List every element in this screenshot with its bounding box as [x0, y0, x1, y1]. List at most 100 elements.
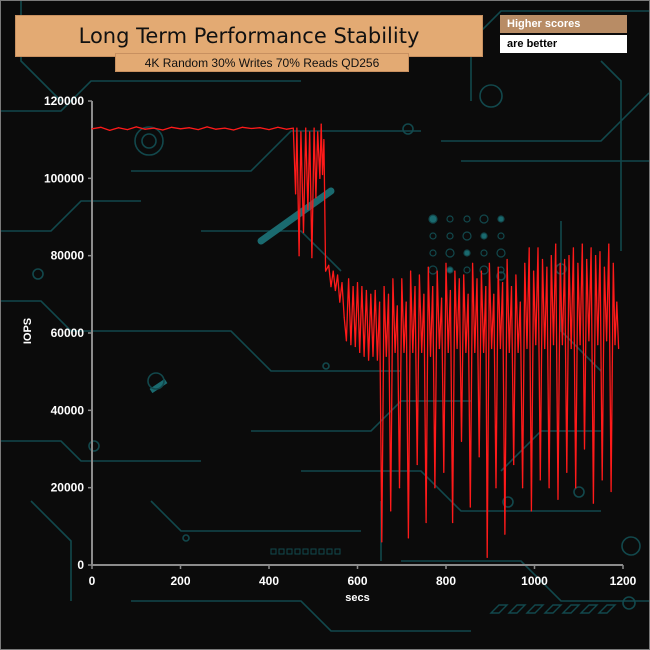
data-point — [544, 347, 546, 350]
data-point — [440, 297, 443, 299]
circuit-ring — [621, 536, 641, 556]
circuit-ring — [402, 123, 414, 135]
circuit-pad — [334, 548, 341, 555]
data-point — [447, 351, 449, 353]
data-point — [510, 286, 513, 288]
data-point — [117, 127, 120, 129]
circuit-ring — [141, 133, 157, 149]
data-point — [432, 286, 434, 288]
data-point — [533, 270, 535, 272]
x-axis-label: secs — [345, 592, 369, 604]
circuit-ring — [496, 271, 506, 281]
data-point — [348, 278, 350, 280]
data-point — [334, 289, 336, 292]
data-point — [188, 127, 190, 129]
data-point — [610, 490, 612, 493]
circuit-ring — [147, 372, 165, 390]
circuit-pad — [278, 548, 285, 555]
data-point — [526, 347, 528, 350]
data-point — [504, 533, 506, 535]
x-tick-label: 600 — [347, 574, 367, 588]
data-point — [427, 266, 429, 268]
data-point — [307, 208, 309, 210]
circuit-pad — [445, 248, 455, 258]
data-point — [250, 127, 252, 130]
chart-title: Long Term Performance Stability — [78, 24, 420, 48]
data-point — [302, 231, 305, 234]
circuit-pad — [497, 232, 505, 240]
data-point — [497, 266, 499, 268]
data-point — [423, 293, 425, 295]
data-point — [460, 440, 463, 442]
data-point — [286, 128, 288, 130]
data-point — [383, 286, 385, 288]
data-point — [469, 506, 471, 508]
data-point — [418, 274, 421, 276]
data-point — [614, 344, 616, 346]
data-point — [296, 127, 298, 129]
data-point — [485, 286, 487, 288]
y-tick-label: 100000 — [44, 171, 84, 185]
data-point — [506, 258, 508, 261]
title-banner: Long Term Performance Stability — [15, 15, 483, 57]
data-point — [590, 247, 592, 249]
x-tick-label: 400 — [259, 574, 279, 588]
circuit-trace — [30, 500, 72, 601]
data-point — [452, 521, 454, 524]
data-point — [471, 262, 474, 264]
data-point — [502, 282, 504, 284]
data-point — [352, 286, 354, 288]
circuit-chevron — [507, 604, 527, 614]
data-point — [421, 351, 423, 353]
data-point — [350, 344, 352, 346]
data-point — [345, 340, 348, 342]
circuit-trace — [1, 200, 141, 232]
y-tick-label: 0 — [77, 558, 84, 572]
data-point — [215, 128, 217, 130]
data-point — [513, 463, 515, 466]
circuit-ring — [134, 126, 164, 156]
data-point — [309, 131, 311, 133]
circuit-chevron — [579, 604, 599, 614]
data-point — [407, 537, 409, 539]
data-point — [438, 347, 440, 350]
data-point — [330, 286, 332, 288]
y-axis-label: IOPS — [22, 318, 34, 344]
data-point — [586, 258, 588, 261]
data-point — [608, 243, 610, 245]
data-point — [392, 278, 394, 280]
circuit-chevron — [543, 604, 563, 614]
circuit-pad — [480, 232, 488, 240]
circuit-pad — [310, 548, 317, 555]
data-point — [319, 177, 321, 179]
x-tick-label: 800 — [436, 574, 456, 588]
data-point — [361, 286, 363, 288]
circuit-pad — [479, 265, 489, 275]
circuit-chevron — [489, 604, 509, 614]
data-point — [233, 129, 235, 131]
data-point — [601, 479, 603, 481]
data-point — [490, 347, 493, 350]
data-point — [332, 270, 334, 272]
circuit-trace — [131, 600, 471, 632]
series-layer — [91, 123, 620, 558]
data-point — [612, 262, 614, 264]
data-point — [298, 255, 300, 257]
y-tick-label: 40000 — [51, 403, 85, 417]
chart-subtitle: 4K Random 30% Writes 70% Reads QD256 — [144, 55, 380, 70]
data-point — [577, 262, 579, 264]
data-point — [488, 262, 490, 264]
data-point — [524, 262, 526, 264]
circuit-pad — [429, 232, 437, 240]
tick-labels: 0 20000 40000 60000 80000 100000 120000 0 200 400… — [22, 94, 637, 604]
circuit-pad — [429, 249, 437, 257]
circuit-chevron — [597, 604, 617, 614]
data-point — [592, 502, 594, 504]
data-point — [454, 270, 456, 272]
data-point — [313, 127, 315, 129]
data-point — [552, 344, 555, 346]
data-point — [425, 521, 427, 524]
data-point — [325, 270, 327, 272]
data-point — [277, 126, 279, 128]
